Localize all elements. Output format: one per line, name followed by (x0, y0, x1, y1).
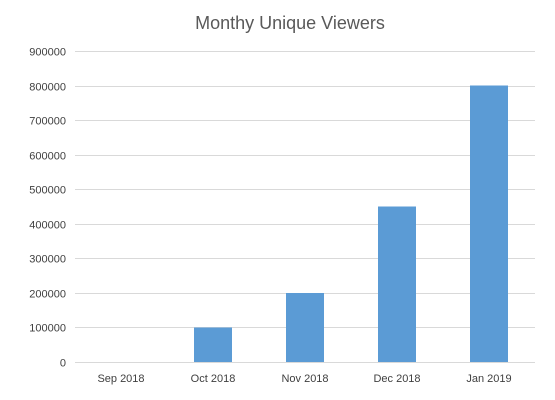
x-tick-label: Nov 2018 (281, 373, 328, 385)
x-tick-label: Oct 2018 (191, 373, 236, 385)
y-tick-label: 200000 (29, 289, 66, 301)
bars (194, 85, 508, 362)
y-tick-label: 300000 (29, 254, 66, 266)
x-axis-tick-labels: Sep 2018 Oct 2018 Nov 2018 Dec 2018 Jan 2019 (97, 373, 511, 385)
y-tick-label: 500000 (29, 185, 66, 197)
x-tick-label: Jan 2019 (466, 373, 511, 385)
y-tick-label: 800000 (29, 82, 66, 94)
y-axis-tick-labels: 0 100000 200000 300000 400000 500000 600000 700… (29, 47, 66, 370)
bar-nov-2018 (286, 292, 324, 362)
y-tick-label: 600000 (29, 151, 66, 163)
bar-oct-2018 (194, 327, 232, 362)
y-tick-label: 100000 (29, 323, 66, 335)
chart-title: Monthy Unique Viewers (195, 13, 385, 33)
y-tick-label: 0 (60, 358, 66, 370)
y-tick-label: 900000 (29, 47, 66, 59)
y-tick-label: 400000 (29, 220, 66, 232)
y-tick-label: 700000 (29, 116, 66, 128)
gridlines (75, 51, 535, 363)
x-tick-label: Sep 2018 (97, 373, 144, 385)
x-tick-label: Dec 2018 (373, 373, 420, 385)
bar-jan-2019 (470, 85, 508, 362)
bar-dec-2018 (378, 206, 416, 362)
